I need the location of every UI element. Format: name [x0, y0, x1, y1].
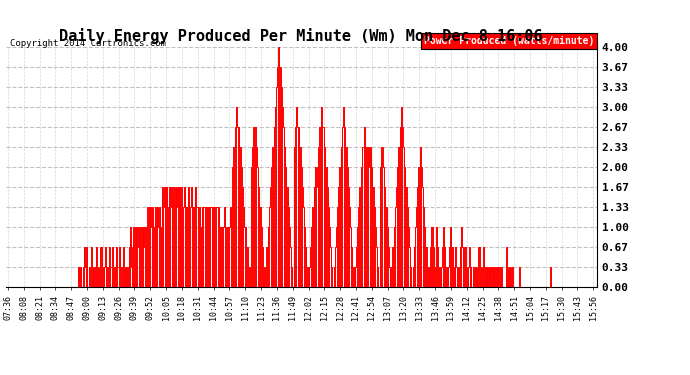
Title: Daily Energy Produced Per Minute (Wm) Mon Dec 8 16:06: Daily Energy Produced Per Minute (Wm) Mo… [59, 28, 543, 44]
Text: Copyright 2014 Cartronics.com: Copyright 2014 Cartronics.com [10, 39, 166, 48]
Text: Power Produced (watts/minute): Power Produced (watts/minute) [424, 36, 594, 46]
